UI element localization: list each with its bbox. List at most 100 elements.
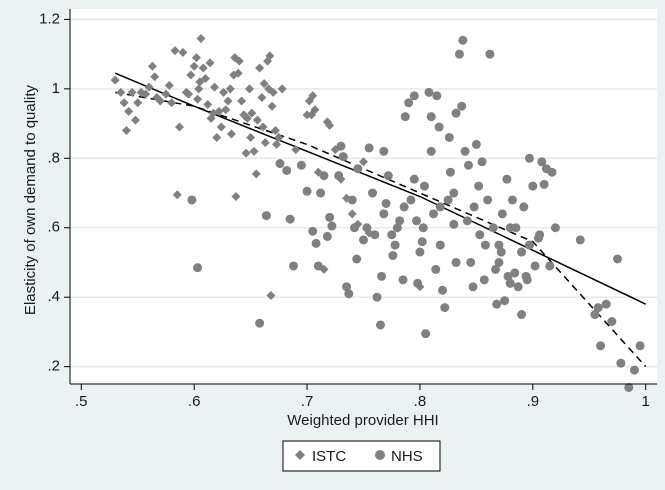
nhs-point [537, 157, 547, 167]
istc-point [310, 105, 320, 115]
nhs-point [463, 160, 473, 170]
nhs-point [392, 223, 402, 233]
nhs-point [342, 282, 352, 292]
istc-point [242, 113, 252, 123]
nhs-point [491, 264, 501, 274]
y-tick-label: 1.2 [39, 10, 60, 27]
nhs-point [289, 261, 299, 271]
nhs-point [415, 247, 425, 257]
istc-point [186, 70, 196, 80]
nhs-point [500, 296, 510, 306]
istc-point [234, 56, 244, 66]
nhs-point [313, 261, 323, 271]
nhs-point [325, 212, 335, 222]
istc-point [267, 101, 277, 111]
istc-point [223, 96, 233, 106]
istc-point [121, 126, 131, 136]
istc-point [347, 209, 357, 219]
data-markers [110, 34, 645, 392]
nhs-point [421, 329, 431, 339]
istc-point [225, 84, 235, 94]
nhs-point [451, 257, 461, 267]
y-axis-title: Elasticity of own demand to quality [22, 84, 39, 315]
nhs-point [496, 247, 506, 257]
nhs-point [419, 181, 429, 191]
istc-point [195, 77, 205, 87]
nhs-point [387, 230, 397, 240]
nhs-point [593, 303, 603, 313]
nhs-point [524, 153, 534, 163]
x-tick-label: .9 [527, 393, 540, 410]
nhs-point [193, 263, 203, 273]
nhs-point [612, 254, 622, 264]
nhs-point [379, 209, 389, 219]
nhs-point [282, 165, 292, 175]
x-tick-label: 1 [642, 393, 650, 410]
nhs-point [479, 275, 489, 285]
y-tick-label: .8 [47, 149, 60, 166]
istc-point [231, 192, 241, 201]
y-tick-label: .6 [47, 219, 60, 236]
nhs-point [364, 143, 374, 153]
nhs-point [492, 299, 502, 309]
istc-point [244, 84, 254, 94]
y-tick-label: .4 [47, 288, 60, 305]
legend-box [282, 440, 441, 472]
nhs-point [370, 230, 380, 240]
nhs-point [545, 261, 555, 271]
istc-point [172, 190, 182, 200]
istc-point [268, 87, 278, 97]
istc-point [260, 138, 270, 148]
nhs-point [432, 91, 442, 101]
istc-point [127, 87, 137, 97]
x-tick-label: .6 [188, 393, 201, 410]
nhs-point [377, 271, 387, 281]
nhs-point [483, 195, 493, 205]
nhs-point [362, 223, 372, 233]
nhs-point [398, 275, 408, 285]
istc-point [178, 47, 188, 57]
nhs-point [468, 282, 478, 292]
nhs-point [449, 188, 459, 198]
nhs-point [412, 216, 422, 226]
nhs-point [477, 157, 487, 167]
nhs-point [187, 195, 197, 205]
nhs-point [443, 195, 453, 205]
istc-point [209, 82, 219, 92]
istc-point [200, 73, 210, 83]
x-tick-label: .7 [301, 393, 314, 410]
nhs-point [462, 216, 472, 226]
istc-point [277, 84, 287, 94]
istc-point [247, 108, 257, 118]
nhs-point [488, 223, 498, 233]
x-tick-label: .5 [75, 393, 88, 410]
nhs-point [505, 223, 515, 233]
istc-point [255, 63, 265, 73]
istc-point [161, 89, 171, 99]
nhs-point [454, 49, 464, 59]
nhs-point [458, 35, 468, 45]
istc-point [196, 34, 206, 44]
plot-area [70, 9, 657, 384]
nhs-point [475, 230, 485, 240]
istc-point [265, 51, 275, 61]
nhs-point [517, 247, 527, 257]
legend-istc-label: ISTC [312, 448, 346, 465]
istc-point [130, 115, 140, 125]
nhs-point [494, 257, 504, 267]
nhs-point [417, 237, 427, 247]
nhs-point [418, 223, 428, 233]
nhs-point [444, 132, 454, 142]
nhs-point [445, 167, 455, 177]
nhs-point [485, 49, 495, 59]
nhs-point [502, 174, 512, 184]
nhs-point [413, 278, 423, 288]
nhs-point [428, 209, 438, 219]
nhs-point [590, 310, 600, 320]
istc-point [308, 91, 318, 101]
nhs-point [409, 91, 419, 101]
nhs-point [550, 223, 560, 233]
nhs-point [624, 382, 634, 392]
nhs-point [535, 230, 545, 240]
